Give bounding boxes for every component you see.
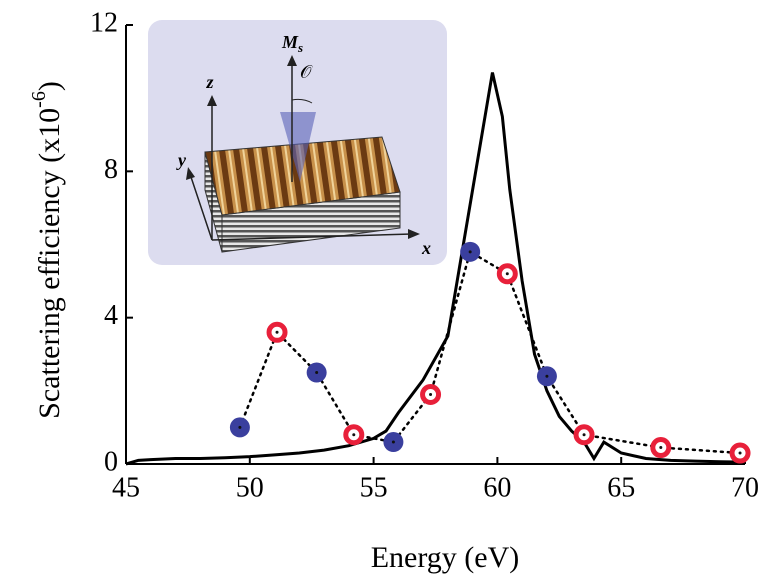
point-dot <box>468 250 472 254</box>
x-tick-label: 65 <box>607 472 635 503</box>
point-dot <box>275 330 279 334</box>
x-tick-label: 45 <box>112 472 140 503</box>
dotted-line <box>238 249 742 455</box>
moment-label: Ms <box>281 32 303 55</box>
point-dot <box>505 272 509 276</box>
arrowhead <box>287 55 297 66</box>
y-label-text: Scattering efficiency (x10 <box>33 108 66 419</box>
point-dot <box>391 440 395 444</box>
arrowhead <box>186 167 195 180</box>
y-label-close: ) <box>33 81 66 91</box>
curve <box>125 72 746 466</box>
y-tick-label: 4 <box>104 300 118 331</box>
x-tick-label: 55 <box>360 472 388 503</box>
y-label: y <box>176 150 187 170</box>
y-tick-label: 12 <box>90 7 118 38</box>
inset: Ms 𝒪 z y x <box>148 20 447 265</box>
y-axis-label: Scattering efficiency (x10-6) <box>28 81 66 419</box>
arrowhead <box>207 95 217 106</box>
point-dot <box>738 451 742 455</box>
point-dot <box>545 374 549 378</box>
y-tick-label: 8 <box>104 154 118 185</box>
angle-label: 𝒪 <box>300 62 313 82</box>
arrowhead <box>408 229 420 239</box>
point-dot <box>582 433 586 437</box>
cone <box>280 112 316 182</box>
point-dot <box>659 446 663 450</box>
x-axis-label: Energy (eV) <box>371 541 520 574</box>
point-dot <box>315 371 319 375</box>
x-tick-label: 70 <box>731 472 759 503</box>
z-label: z <box>205 72 213 92</box>
point-dot <box>429 392 433 396</box>
y-axis <box>189 173 213 241</box>
slab-top <box>204 136 401 216</box>
moment-sub: s <box>297 40 303 55</box>
moment-text: M <box>281 32 299 52</box>
y-label-sup: -6 <box>28 91 50 108</box>
point-dot <box>352 433 356 437</box>
y-tick-label: 0 <box>104 446 118 477</box>
x-axis <box>211 233 413 241</box>
angle-arc <box>291 98 313 104</box>
x-tick-label: 60 <box>483 472 511 503</box>
x-tick-label: 50 <box>236 472 264 503</box>
point-dot <box>238 425 242 429</box>
x-label: x <box>421 238 431 258</box>
